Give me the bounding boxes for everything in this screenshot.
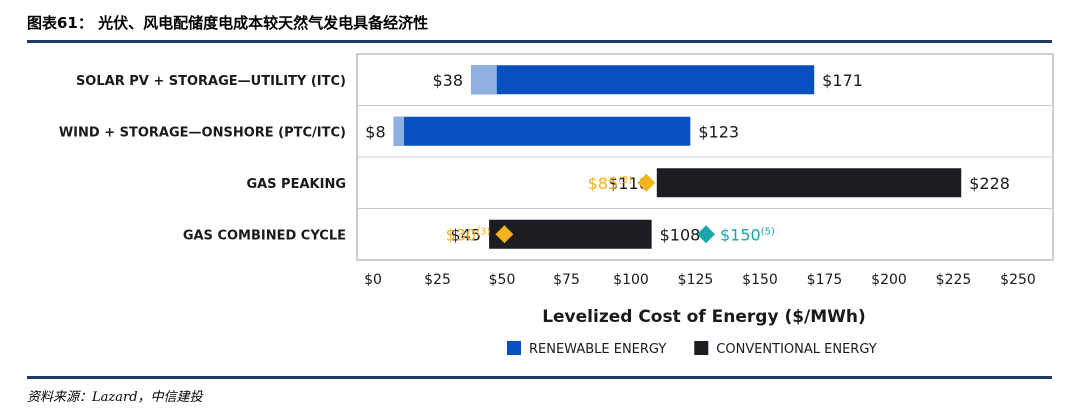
bar-renewable (471, 65, 815, 95)
x-tick-label: $100 (613, 272, 649, 288)
x-tick-label: $225 (936, 272, 972, 288)
legend: RENEWABLE ENERGY CONVENTIONAL ENERGY (507, 341, 877, 357)
markers-layer: $85(3)$30(3) $150(5) (446, 173, 775, 244)
bar-low-label: $110 (608, 174, 649, 193)
bar-high-label: $228 (969, 174, 1010, 193)
bar-low-label: $38 (432, 71, 463, 90)
category-label: WIND + STORAGE—ONSHORE (PTC/ITC) (59, 125, 346, 140)
x-tick-label: $0 (364, 272, 382, 288)
value-labels: $38 $171 $8 $123 $110 $228 $45 $108 (365, 71, 1010, 245)
marker-label: $30(3) (446, 225, 491, 244)
bar-low-label: $45 (451, 225, 482, 244)
legend-swatch (507, 341, 521, 355)
marker-value: $85 (588, 174, 619, 193)
legend-swatch (694, 341, 709, 355)
category-label: GAS PEAKING (246, 177, 346, 192)
marker-value: $150 (720, 225, 761, 244)
legend-label: CONVENTIONAL ENERGY (716, 342, 876, 357)
x-tick-label: $175 (807, 272, 843, 288)
marker-diamond (697, 225, 715, 244)
bars-layer (393, 65, 962, 249)
title-rule (27, 40, 1052, 43)
x-tick-labels: $0 $25 $50 $75 $100 $125 $150 $175 $200 $225 $250 (364, 272, 1036, 288)
source-note: 资料来源：Lazard，中信建投 (27, 390, 203, 405)
marker-label: $85(3) (588, 174, 633, 193)
x-tick-label: $50 (489, 272, 516, 288)
legend-label: RENEWABLE ENERGY (529, 342, 666, 357)
x-tick-label: $75 (553, 272, 580, 288)
marker-label: $150(5) (720, 225, 775, 244)
bar-high-label: $123 (698, 122, 739, 141)
bar-high-label: $171 (822, 71, 863, 90)
bar-conventional (656, 168, 962, 198)
figure-title: 图表61： 光伏、风电配储度电成本较天然气发电具备经济性 (27, 14, 429, 32)
category-label: SOLAR PV + STORAGE—UTILITY (ITC) (76, 74, 346, 89)
bar-light-segment (471, 65, 497, 95)
x-tick-label: $150 (742, 272, 778, 288)
bar-low-label: $8 (365, 122, 385, 141)
marker-footnote: (5) (761, 226, 775, 237)
x-tick-label: $125 (678, 272, 714, 288)
marker-footnote: (3) (618, 175, 632, 186)
category-labels: SOLAR PV + STORAGE—UTILITY (ITC) WIND + S… (59, 74, 346, 244)
marker-footnote: (3) (476, 226, 490, 237)
bottom-rule (27, 376, 1052, 379)
bar-conventional (489, 219, 652, 249)
marker-diamond (495, 225, 514, 244)
category-label: GAS COMBINED CYCLE (183, 228, 346, 243)
bar-high-label: $108 (660, 225, 701, 244)
bar-renewable (393, 116, 691, 146)
row-separators (357, 105, 1053, 209)
marker-value: $30 (446, 225, 477, 244)
x-tick-label: $25 (424, 272, 451, 288)
marker-diamond (637, 173, 656, 192)
x-tick-label: $200 (871, 272, 907, 288)
x-axis-label: Levelized Cost of Energy ($/MWh) (542, 307, 866, 327)
x-tick-label: $250 (1000, 272, 1036, 288)
bar-light-segment (393, 116, 404, 146)
